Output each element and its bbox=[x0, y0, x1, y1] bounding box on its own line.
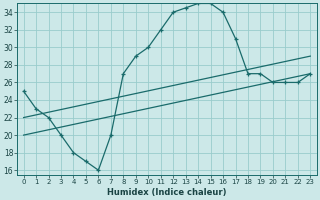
X-axis label: Humidex (Indice chaleur): Humidex (Indice chaleur) bbox=[107, 188, 227, 197]
